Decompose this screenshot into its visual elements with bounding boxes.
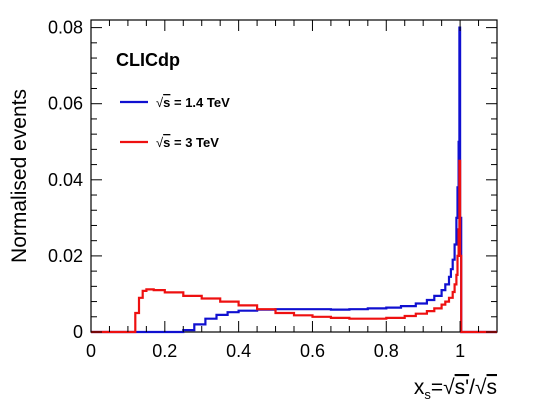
y-tick-label: 0.02 [48,246,83,266]
y-tick-label: 0.06 [48,94,83,114]
series-layer [91,26,497,334]
legend: √s = 1.4 TeV √s = 3 TeV [120,95,230,150]
series-line-1 [91,26,497,334]
legend-entry-series-1: √s = 1.4 TeV [120,95,230,110]
x-axis-num: s' [455,376,470,399]
x-axis-title: xs=√s'/√s [414,376,497,402]
radical-sign: √ [156,135,164,150]
x-tick-label: 0.4 [226,341,251,361]
radical-sign: √ [443,376,455,399]
x-tick-label: 0.2 [152,341,177,361]
x-tick-label: 1 [455,341,465,361]
legend-entry-series-2: √s = 3 TeV [120,135,219,150]
legend-rest-series-1: = 1.4 TeV [170,95,230,110]
y-tick-label: 0.08 [48,18,83,38]
x-axis-eq: = [431,376,443,399]
x-axis-den: s [487,376,498,399]
x-axis-sub: s [424,387,431,402]
y-axis-title: Normalised events [8,89,31,263]
legend-rest-series-2: = 3 TeV [170,135,219,150]
brand-label: CLICdp [116,50,180,70]
radical-sign: √ [156,95,164,110]
x-tick-label: 0.8 [374,341,399,361]
radical-sign: √ [475,376,487,399]
legend-root-series-2: s [163,135,170,150]
x-tick-label: 0 [86,341,96,361]
y-tick-label: 0 [73,322,83,342]
y-tick-label: 0.04 [48,170,83,190]
legend-root-series-1: s [163,95,170,110]
x-axis-var: x [414,376,425,399]
legend-label-series-1: √s = 1.4 TeV [156,95,230,110]
series-line-2 [91,159,497,334]
y-axis: 0 0.02 0.04 0.06 0.08 [48,18,497,342]
x-tick-label: 0.6 [300,341,325,361]
legend-label-series-2: √s = 3 TeV [156,135,219,150]
x-axis-slash: / [469,376,475,399]
x-axis: 0 0.2 0.4 0.6 0.8 1 [86,20,480,361]
